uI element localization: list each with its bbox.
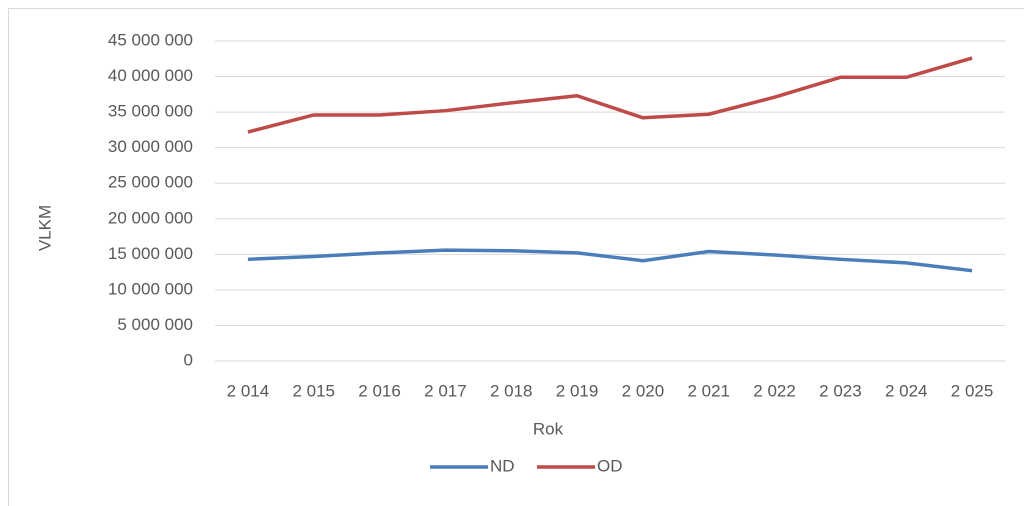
x-tick-label: 2 014: [227, 381, 270, 400]
x-tick-label: 2 016: [358, 381, 401, 400]
chart-frame: [8, 8, 1024, 506]
x-tick-label: 2 023: [819, 381, 862, 400]
y-tick-label: 0: [184, 350, 193, 369]
x-tick-label: 2 024: [885, 381, 928, 400]
x-tick-label: 2 021: [687, 381, 730, 400]
x-tick-label: 2 025: [951, 381, 994, 400]
x-tick-label: 2 020: [622, 381, 665, 400]
y-tick-label: 25 000 000: [108, 173, 193, 192]
y-axis-label: VLKM: [35, 205, 54, 251]
y-tick-label: 10 000 000: [108, 279, 193, 298]
y-tick-label: 40 000 000: [108, 66, 193, 85]
y-tick-label: 45 000 000: [108, 30, 193, 49]
y-tick-label: 30 000 000: [108, 137, 193, 156]
x-tick-label: 2 015: [292, 381, 335, 400]
line-series: [247, 56, 973, 134]
y-tick-label: 5 000 000: [117, 315, 193, 334]
x-tick-label: 2 019: [556, 381, 599, 400]
legend-label: OD: [597, 456, 623, 475]
x-tick-label: 2 018: [490, 381, 533, 400]
x-tick-label: 2 017: [424, 381, 467, 400]
y-tick-label: 15 000 000: [108, 244, 193, 263]
x-tick-label: 2 022: [753, 381, 796, 400]
y-tick-label: 35 000 000: [108, 102, 193, 121]
line-series: [247, 248, 973, 273]
legend-label: ND: [490, 456, 515, 475]
x-axis-label: Rok: [533, 419, 564, 438]
y-tick-label: 20 000 000: [108, 208, 193, 227]
